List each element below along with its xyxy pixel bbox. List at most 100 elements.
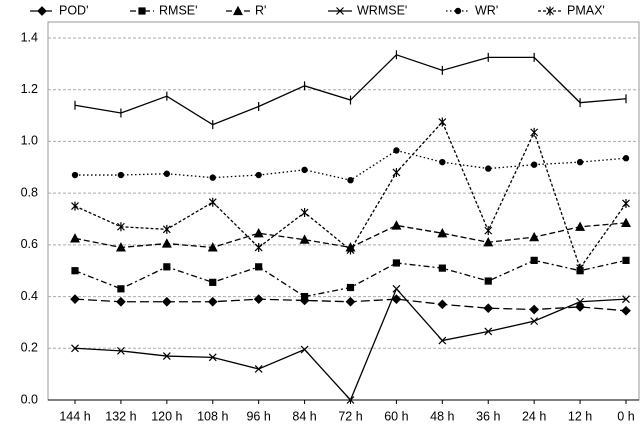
data-point [483, 303, 494, 314]
data-point [530, 256, 538, 264]
data-point [346, 245, 355, 255]
data-point [484, 327, 493, 336]
data-point [255, 171, 262, 179]
legend-marker [138, 7, 146, 15]
data-point [209, 174, 216, 181]
data-point [207, 296, 218, 307]
x-tick-label: 60 h [384, 409, 408, 423]
legend-marker [37, 6, 47, 16]
legend-marker [454, 7, 462, 15]
legend-marker [546, 6, 554, 16]
data-point [208, 353, 217, 362]
data-point [70, 233, 80, 243]
data-point [345, 296, 356, 307]
x-tick-label: 12 h [568, 409, 592, 423]
data-point [253, 227, 264, 238]
data-point [621, 305, 631, 316]
data-point [162, 352, 171, 360]
data-point [301, 166, 308, 174]
data-point [576, 297, 585, 306]
data-point [438, 336, 447, 345]
data-point [300, 345, 309, 354]
x-tick-label: 24 h [522, 409, 546, 423]
data-point [116, 296, 126, 307]
data-point [116, 222, 125, 232]
data-point [530, 161, 538, 168]
data-point [207, 242, 218, 252]
data-point [391, 220, 402, 230]
series-line [74, 259, 627, 298]
data-point [208, 197, 217, 207]
y-tick-label: 0.4 [21, 289, 38, 303]
data-point [392, 167, 401, 177]
data-point [622, 155, 630, 162]
data-point [622, 295, 630, 304]
data-point [391, 294, 402, 305]
data-point [483, 236, 494, 247]
data-point [117, 171, 125, 179]
data-point [163, 263, 171, 271]
y-tick-label: 1.2 [21, 82, 38, 96]
data-point [575, 302, 585, 312]
legend-marker [233, 5, 243, 16]
data-point [115, 242, 126, 252]
x-tick-label: 120 h [151, 409, 182, 423]
data-point [161, 238, 172, 248]
data-point [575, 221, 586, 231]
plot-area [47, 21, 640, 401]
data-point [484, 226, 493, 236]
data-point [438, 264, 446, 272]
data-point [347, 177, 354, 184]
data-point [529, 304, 540, 315]
data-point [393, 147, 400, 154]
x-tick-label: 132 h [105, 409, 136, 423]
series-line [75, 149, 627, 181]
data-point [254, 242, 263, 252]
data-point [576, 263, 585, 273]
x-tick-label: 144 h [59, 409, 90, 423]
data-point [529, 231, 540, 242]
data-point [70, 294, 80, 305]
data-point [117, 285, 125, 293]
x-tick-label: 72 h [338, 409, 362, 423]
x-tick-label: 96 h [246, 409, 270, 423]
data-point [209, 278, 217, 286]
data-point [622, 256, 630, 264]
y-tick-label: 1.0 [21, 134, 38, 148]
legend-label: R' [255, 3, 266, 17]
data-point [437, 299, 448, 310]
data-point [530, 127, 539, 137]
data-point [484, 277, 492, 285]
data-point [253, 294, 264, 305]
y-tick-label: 0.6 [21, 237, 38, 251]
data-point [392, 284, 401, 293]
y-tick-label: 0.2 [21, 341, 38, 355]
data-point [71, 344, 79, 353]
data-point [485, 165, 492, 172]
data-point [392, 259, 401, 267]
data-point [71, 171, 79, 179]
legend-label: RMSE' [159, 3, 198, 17]
legend-label: WRMSE' [357, 3, 407, 17]
data-point [300, 208, 309, 218]
data-point [300, 292, 309, 301]
x-tick-label: 36 h [476, 409, 500, 423]
data-point [161, 296, 172, 307]
y-tick-label: 1.4 [21, 30, 38, 44]
data-point [346, 396, 355, 404]
data-point [71, 267, 79, 275]
data-point [621, 217, 631, 227]
data-point [576, 158, 584, 166]
data-point [255, 263, 263, 271]
x-tick-label: 48 h [430, 409, 454, 423]
legend-label: PMAX' [567, 3, 605, 17]
data-point [530, 317, 539, 326]
legend-label: POD' [59, 3, 88, 17]
x-tick-label: 84 h [292, 409, 316, 423]
y-tick-label: 0.8 [21, 185, 38, 199]
legend-marker [336, 7, 344, 15]
data-point [162, 224, 171, 234]
x-tick-label: 108 h [197, 409, 228, 423]
y-tick-label: 0.0 [21, 392, 38, 406]
